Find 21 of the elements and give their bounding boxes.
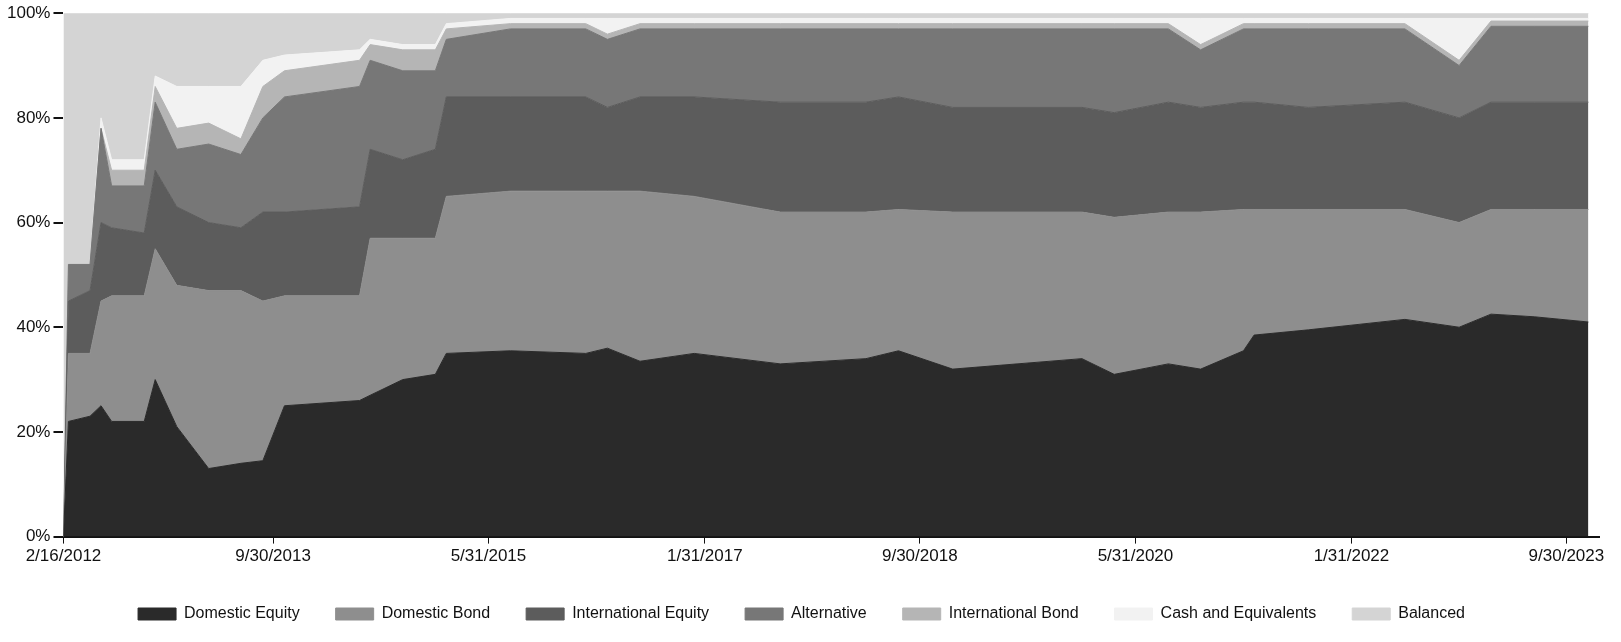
y-tick-label: 80%: [16, 107, 51, 127]
x-tick-label: 1/31/2022: [1313, 546, 1390, 566]
x-tick-label: 2/16/2012: [25, 546, 102, 566]
y-tick-label: 100%: [7, 2, 51, 22]
x-tick-label: 9/30/2023: [1528, 546, 1605, 566]
y-tick-label: 20%: [16, 421, 51, 441]
legend-label: Cash and Equivalents: [1160, 604, 1317, 622]
legend-label: International Bond: [948, 604, 1079, 622]
legend-label: Balanced: [1398, 604, 1465, 622]
x-tick-label: 9/30/2018: [881, 546, 958, 566]
y-tick-label: 0%: [25, 526, 51, 546]
legend-label: Alternative: [791, 604, 867, 622]
x-tick-label: 1/31/2017: [666, 546, 743, 566]
x-tick-label: 5/31/2020: [1097, 546, 1174, 566]
legend-label: International Equity: [572, 604, 710, 622]
x-tick-label: 9/30/2013: [235, 546, 311, 566]
y-tick-label: 60%: [16, 212, 51, 232]
legend-label: Domestic Bond: [381, 604, 491, 622]
legend-label: Domestic Equity: [184, 604, 300, 622]
x-tick-label: 5/31/2015: [450, 546, 527, 566]
y-tick-label: 40%: [16, 316, 51, 336]
